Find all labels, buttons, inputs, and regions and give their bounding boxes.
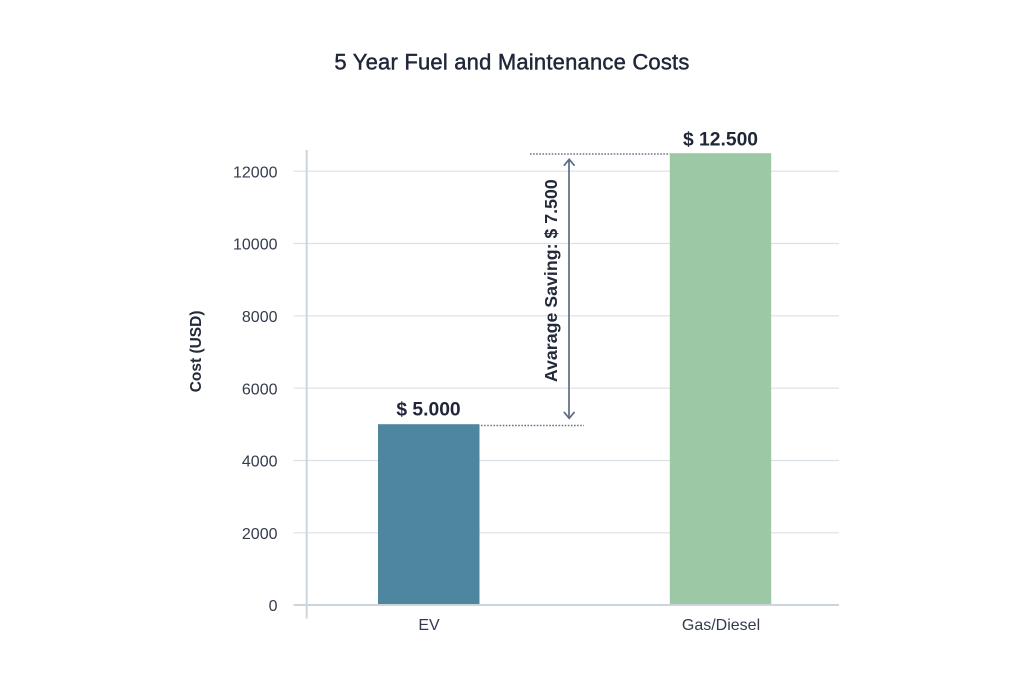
svg-text:$ 5.000: $ 5.000	[396, 400, 460, 421]
svg-text:10000: 10000	[233, 237, 278, 254]
svg-text:Gas/Diesel: Gas/Diesel	[682, 617, 760, 634]
svg-text:6000: 6000	[242, 381, 278, 398]
svg-text:0: 0	[269, 598, 278, 615]
svg-text:Cost (USD): Cost (USD)	[188, 310, 205, 392]
svg-text:EV: EV	[418, 617, 440, 634]
svg-text:2000: 2000	[242, 526, 278, 543]
svg-text:12000: 12000	[233, 164, 278, 181]
svg-text:8000: 8000	[242, 309, 278, 326]
svg-text:4000: 4000	[242, 454, 278, 471]
svg-text:Avarage Saving: $ 7.500: Avarage Saving: $ 7.500	[541, 179, 561, 382]
svg-text:5 Year Fuel and Maintenance Co: 5 Year Fuel and Maintenance Costs	[334, 50, 689, 75]
svg-text:$ 12.500: $ 12.500	[683, 130, 758, 151]
